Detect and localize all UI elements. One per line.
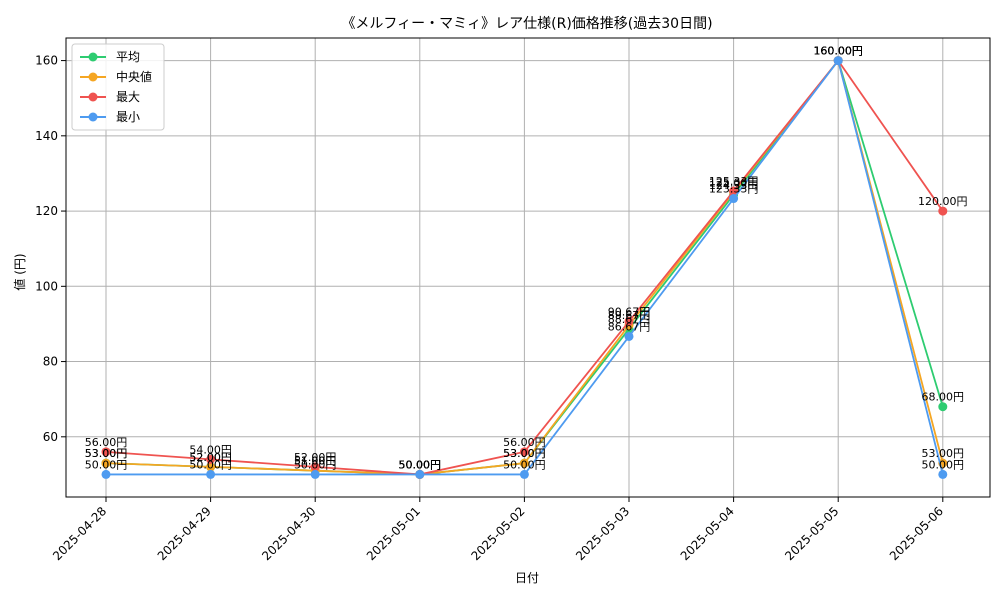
data-label: 160.00円: [813, 45, 863, 58]
data-label: 86.67円: [608, 320, 651, 333]
data-label: 50.00円: [922, 458, 965, 471]
data-point: [206, 469, 216, 479]
y-tick-label: 120: [35, 204, 58, 218]
data-label: 125.00円: [709, 176, 759, 189]
data-label: 124.33円: [709, 179, 759, 192]
y-tick-label: 160: [35, 54, 58, 68]
data-label: 50.00円: [189, 458, 232, 471]
y-tick-label: 140: [35, 129, 58, 143]
data-point: [624, 316, 634, 326]
data-point: [938, 402, 948, 412]
legend-box: [71, 43, 165, 131]
data-label: 50.00円: [503, 458, 546, 471]
data-label: 50.00円: [399, 458, 442, 471]
data-point: [624, 331, 634, 341]
data-label: 123.33円: [709, 183, 759, 196]
data-point: [938, 206, 948, 216]
y-axis-label: 値 (円): [12, 253, 27, 290]
data-label: 50.00円: [294, 458, 337, 471]
data-label: 53.00円: [922, 447, 965, 460]
data-label: 120.00円: [918, 195, 968, 208]
data-label: 53.00円: [85, 447, 128, 460]
data-label: 68.00円: [922, 391, 965, 404]
data-label: 50.00円: [85, 458, 128, 471]
y-tick-label: 100: [35, 279, 58, 293]
legend-swatch-marker: [88, 112, 98, 122]
legend-swatch-marker: [88, 72, 98, 82]
data-label: 50.00円: [399, 458, 442, 471]
legend-swatch-marker: [88, 92, 98, 102]
data-point: [206, 462, 216, 472]
legend-swatch-marker: [88, 52, 98, 62]
data-point: [729, 194, 739, 204]
legend-label: 最大: [116, 90, 140, 104]
data-point: [101, 458, 111, 468]
data-label: 90.67円: [608, 305, 651, 318]
data-label: 160.00円: [813, 45, 863, 58]
chart-title: 《メルフィー・マミィ》レア仕様(R)価格推移(過去30日間): [341, 16, 712, 32]
data-label: 51.00円: [294, 455, 337, 468]
data-label: 54.00円: [189, 443, 232, 456]
data-point: [415, 469, 425, 479]
data-label: 53.00円: [85, 447, 128, 460]
data-point: [833, 56, 843, 66]
data-label: 52.00円: [189, 451, 232, 464]
data-labels: 53.00円 52.00円 51.00円 50.00円53.00円88.67円124.…: [85, 45, 968, 472]
data-label: 160.00円: [813, 45, 863, 58]
x-axis-label: 日付: [515, 571, 539, 585]
data-point: [729, 186, 739, 196]
legend-label: 最小: [116, 110, 140, 124]
data-point: [101, 469, 111, 479]
legend-label: 中央値: [116, 69, 152, 84]
grid: [66, 38, 990, 497]
data-point: [519, 469, 529, 479]
y-tick-label: 60: [43, 430, 58, 444]
legend-label: 平均: [116, 50, 140, 64]
data-label: 52.00円: [294, 451, 337, 464]
series-group: [101, 56, 948, 479]
data-label: 89.67円: [608, 309, 651, 322]
data-label: 51.00円: [294, 455, 337, 468]
data-point: [310, 469, 320, 479]
data-label: 88.67円: [608, 313, 651, 326]
data-label: 50.00円: [399, 458, 442, 471]
data-label: 56.00円: [503, 436, 546, 449]
data-point: [310, 462, 320, 472]
data-label: 53.00円: [503, 447, 546, 460]
data-label: 53.00円: [503, 447, 546, 460]
y-tick-label: 80: [43, 355, 58, 369]
data-point: [206, 454, 216, 464]
data-point: [519, 458, 529, 468]
data-point: [938, 469, 948, 479]
data-label: 50.00円: [399, 458, 442, 471]
data-label: 125.33円: [709, 175, 759, 188]
data-label: 160.00円: [813, 45, 863, 58]
data-point: [101, 447, 111, 457]
plot-frame: [65, 37, 991, 498]
data-label: 52.00円: [189, 451, 232, 464]
data-point: [519, 447, 529, 457]
data-label: 56.00円: [85, 436, 128, 449]
